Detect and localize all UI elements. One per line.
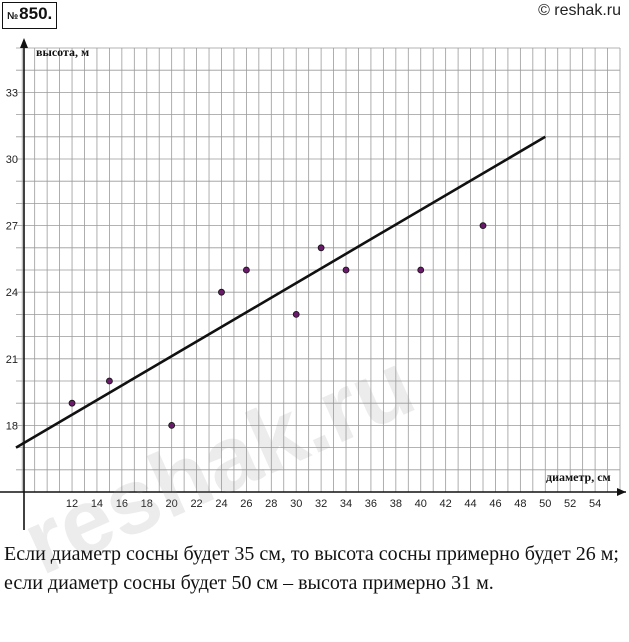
answer-line-1: Если диаметр сосны будет 35 см, то высот… (4, 543, 619, 565)
x-tick-label: 36 (365, 498, 377, 510)
trend-line (15, 135, 546, 449)
number-prefix: № (7, 11, 19, 22)
answer-text: Если диаметр сосны будет 35 см, то высот… (4, 540, 624, 598)
problem-number: №850. (2, 2, 58, 29)
chart-axes (0, 38, 626, 530)
x-axis-arrow (617, 488, 626, 496)
chart-grid (16, 47, 621, 493)
x-tick-label: 48 (514, 498, 526, 510)
chart-points (68, 222, 487, 429)
x-tick-label: 18 (141, 498, 153, 510)
x-tick-label: 12 (66, 498, 78, 510)
chart-axis-labels: высота, м диаметр, см (36, 45, 611, 484)
x-axis-label: диаметр, см (546, 470, 611, 484)
x-tick-label: 14 (91, 498, 103, 510)
y-tick-label: 24 (6, 287, 18, 299)
y-axis-label: высота, м (36, 45, 89, 59)
x-tick-label: 46 (489, 498, 501, 510)
data-point (342, 266, 350, 274)
scatter-chart: 12 14 16 18 20 22 24 26 28 30 32 34 36 38 40 42 44 46 48 50… (0, 38, 626, 530)
data-point (292, 310, 300, 318)
x-tick-label: 30 (290, 498, 302, 510)
data-point (417, 266, 425, 274)
y-tick-label: 30 (6, 154, 18, 166)
x-tick-label: 28 (265, 498, 277, 510)
site-copyright: © reshak.ru (538, 2, 621, 19)
number-value: 850. (19, 4, 53, 23)
x-tick-label: 34 (340, 498, 352, 510)
y-tick-label: 27 (6, 221, 18, 233)
data-point (479, 222, 487, 230)
data-point (106, 377, 113, 385)
x-tick-label: 40 (415, 498, 427, 510)
y-axis-arrow (20, 38, 28, 48)
data-point (68, 399, 76, 407)
x-tick-label: 50 (539, 498, 551, 510)
x-tick-label: 32 (315, 498, 327, 510)
chart-tick-labels: 12 14 16 18 20 22 24 26 28 30 32 34 36 38 40 42 44 46 48 50… (6, 87, 601, 510)
data-point (242, 266, 250, 274)
x-tick-label: 44 (464, 498, 476, 510)
y-tick-label: 18 (6, 420, 18, 432)
x-tick-label: 24 (215, 498, 227, 510)
x-tick-label: 54 (589, 498, 601, 510)
x-tick-label: 22 (190, 498, 202, 510)
answer-line-2: если диаметр сосны будет 50 см – высота … (4, 572, 494, 594)
x-tick-label: 42 (440, 498, 452, 510)
y-tick-label: 21 (6, 354, 18, 366)
x-tick-label: 26 (240, 498, 252, 510)
data-point (218, 288, 225, 296)
x-tick-label: 20 (166, 498, 178, 510)
x-tick-label: 52 (564, 498, 576, 510)
data-point (317, 244, 325, 252)
x-tick-label: 38 (390, 498, 402, 510)
y-tick-label: 33 (6, 87, 18, 99)
chart-trend-line (15, 135, 546, 449)
x-tick-label: 16 (116, 498, 128, 510)
data-point (168, 421, 176, 429)
